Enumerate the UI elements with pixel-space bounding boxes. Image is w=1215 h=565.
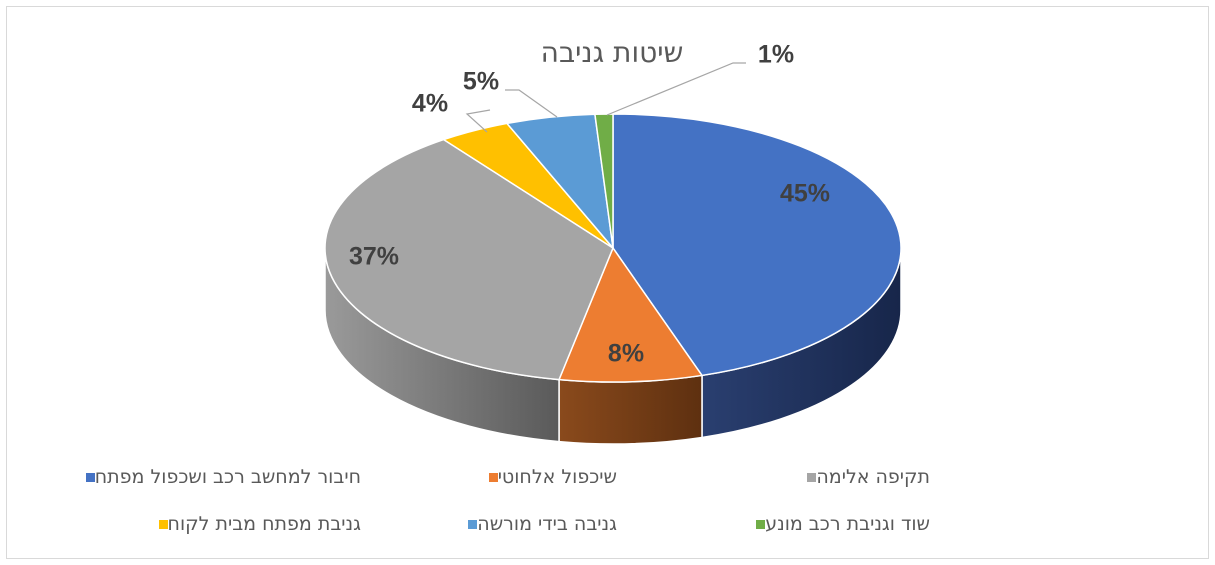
data-label-3: 4% bbox=[412, 90, 448, 118]
data-label-5: 1% bbox=[758, 41, 794, 69]
pie-slice-2 bbox=[324, 138, 614, 381]
pie-slice-side-1 bbox=[558, 374, 703, 445]
leader-line-4 bbox=[505, 89, 558, 118]
leader-line-5 bbox=[606, 62, 746, 116]
pie-slice-5 bbox=[594, 113, 614, 249]
data-label-0: 45% bbox=[780, 180, 830, 208]
data-label-2: 37% bbox=[349, 243, 399, 271]
leader-line-3 bbox=[465, 109, 491, 133]
pie-slice-0 bbox=[612, 113, 902, 377]
pie-slice-1 bbox=[557, 246, 704, 383]
data-label-1: 8% bbox=[608, 340, 644, 368]
chart-title: שיטות גניבה bbox=[541, 36, 684, 69]
data-label-4: 5% bbox=[463, 68, 499, 96]
